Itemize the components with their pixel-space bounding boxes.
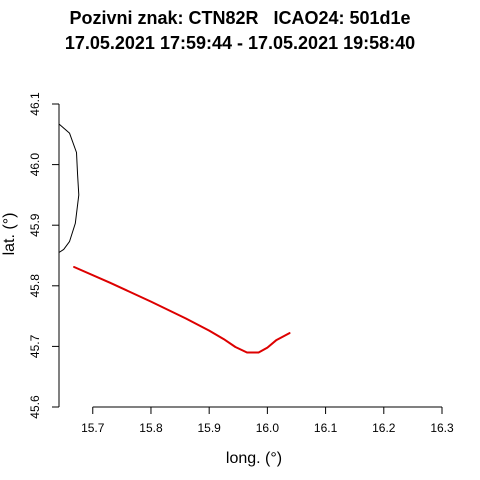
x-tick-label: 16.0 — [256, 421, 280, 435]
x-tick-label: 16.2 — [372, 421, 396, 435]
chart-title-line-2: 17.05.2021 17:59:44 - 17.05.2021 19:58:4… — [64, 33, 416, 53]
series-line-2 — [73, 266, 291, 354]
x-tick-label: 15.7 — [81, 421, 105, 435]
chart-title-line-1: Pozivni znak: CTN82R ICAO24: 501d1e — [69, 8, 411, 28]
axes: 15.7 15.8 15.9 16.0 16.1 16.2 16.3 45.6 45.7 45.8… — [28, 92, 454, 435]
series-layer — [58, 123, 291, 354]
series-line-1 — [58, 123, 80, 253]
x-tick-label: 16.1 — [314, 421, 338, 435]
y-axis-label: lat. (°) — [1, 213, 18, 256]
x-tick-label: 16.3 — [430, 421, 454, 435]
x-axis-label: long. (°) — [226, 450, 282, 467]
y-tick-label: 45.7 — [28, 334, 42, 358]
y-tick-label: 45.9 — [28, 213, 42, 237]
y-tick-label: 45.8 — [28, 274, 42, 298]
x-tick-label: 15.8 — [139, 421, 163, 435]
y-tick-label: 46.0 — [28, 153, 42, 177]
x-tick-label: 15.9 — [197, 421, 221, 435]
y-tick-label: 46.1 — [28, 92, 42, 116]
y-tick-label: 45.6 — [28, 395, 42, 419]
